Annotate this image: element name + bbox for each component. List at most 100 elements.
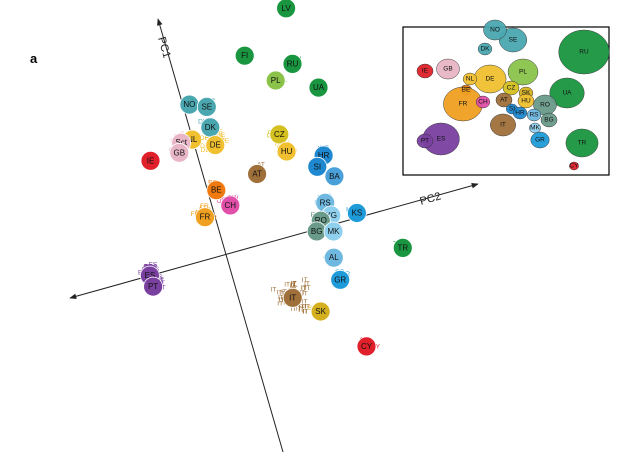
- inset-label-ie: IE: [422, 68, 429, 75]
- inset-map-labels: IE GB DK SE NO RU PL DE NL BE FR CH CZ SK AT HU UA RO BG ES…: [421, 27, 589, 170]
- inset-label-no: NO: [490, 27, 500, 34]
- inset-region-gb: [436, 58, 460, 80]
- population-center-de: DE: [205, 135, 226, 156]
- individual-point: IT: [304, 281, 310, 288]
- pc1-axis-line: [157, 18, 284, 453]
- individual-point: IT: [284, 282, 290, 289]
- inset-region-at: [495, 92, 513, 108]
- individual-point: DE: [201, 147, 211, 154]
- population-center-pl: PL: [265, 70, 286, 91]
- population-center-label: AT: [252, 170, 262, 179]
- population-center-label: LV: [281, 4, 291, 13]
- inset-region-ru: [558, 29, 610, 75]
- population-center-label: FR: [200, 213, 211, 222]
- inset-label-ru: RU: [579, 49, 589, 56]
- individual-point: IT: [296, 306, 302, 313]
- population-center-label: BA: [329, 172, 340, 181]
- inset-label-dk: DK: [480, 46, 490, 53]
- population-center-label: PT: [148, 282, 158, 291]
- panel-letter: a: [30, 51, 38, 66]
- population-center-label: UA: [313, 83, 325, 92]
- inset-label-sk: SK: [522, 90, 531, 97]
- individual-point: IT: [302, 299, 308, 306]
- population-center-se: SE: [196, 97, 217, 117]
- population-center-circle: [234, 45, 255, 66]
- population-center-label: SE: [201, 102, 212, 111]
- inset-label-gb: GB: [443, 66, 452, 73]
- population-center-label: HU: [281, 147, 293, 156]
- population-center-dk: DK: [200, 117, 221, 138]
- population-center-circle: [205, 135, 226, 156]
- individual-point: IT: [279, 291, 285, 298]
- inset-region-dk: [477, 42, 493, 56]
- population-center-label: BG: [311, 227, 323, 236]
- population-center-label: CY: [361, 342, 373, 351]
- population-center-circle: [282, 287, 303, 308]
- population-center-label: SI: [314, 162, 322, 171]
- inset-region-rs: [526, 108, 542, 122]
- population-center-label: DE: [210, 141, 221, 150]
- population-center-label: PL: [271, 76, 281, 85]
- population-center-fi: FI: [234, 45, 255, 66]
- population-center-ba: BA: [324, 166, 345, 187]
- individual-point: IT: [291, 281, 297, 288]
- population-center-label: NO: [183, 100, 195, 109]
- inset-region-it: [490, 113, 516, 137]
- population-center-circle: [276, 141, 297, 162]
- individual-point: DE: [200, 143, 210, 150]
- population-center-at: AT: [247, 164, 268, 184]
- inset-label-nl: NL: [466, 76, 475, 83]
- population-center-label: IT: [289, 293, 296, 302]
- population-center-circle: [356, 336, 377, 357]
- inset-label-gr: GR: [535, 137, 545, 144]
- individual-point: IT: [290, 283, 296, 290]
- population-center-label: RU: [287, 59, 299, 68]
- inset-label-it: IT: [500, 122, 506, 129]
- population-center-ie: IE: [140, 150, 161, 171]
- individual-point: FR: [200, 203, 209, 210]
- inset-region-hu: [517, 93, 535, 109]
- population-center-circle: [206, 180, 227, 201]
- population-center-pt: PT: [143, 276, 164, 297]
- population-center-al: AL: [323, 247, 344, 268]
- inset-label-es: ES: [437, 136, 446, 143]
- inset-region-gr: [530, 131, 550, 149]
- inset-region-ie: [416, 63, 434, 79]
- population-center-label: KS: [352, 209, 363, 218]
- inset-region-no: [483, 19, 507, 41]
- population-center-it: IT: [282, 287, 303, 308]
- population-center-label: RO: [315, 216, 327, 225]
- inset-region-bg: [540, 112, 558, 128]
- inset-region-ua: [549, 77, 585, 109]
- individual-point: IT: [279, 296, 285, 303]
- population-center-label: YG: [325, 211, 337, 220]
- individual-point: IT: [299, 304, 305, 311]
- population-center-circle: [308, 77, 329, 98]
- inset-region-se: [498, 27, 528, 53]
- inset-label-rs: RS: [529, 112, 539, 119]
- inset-label-ua: UA: [562, 90, 572, 97]
- individual-point: IT: [302, 277, 308, 284]
- population-center-circle: [269, 124, 290, 145]
- population-center-label: NL: [187, 135, 198, 144]
- inset-map: IE GB DK SE NO RU PL DE NL BE FR CH CZ SK AT HU UA RO BG ES…: [402, 19, 610, 176]
- inset-label-si: SI: [509, 106, 515, 113]
- population-center-cy: CY: [356, 336, 377, 357]
- inset-label-mk: MK: [530, 125, 540, 132]
- population-center-circle: [307, 156, 328, 177]
- population-center-gb: GB: [169, 142, 190, 163]
- inset-label-ch: CH: [478, 99, 488, 106]
- population-center-circle: [346, 203, 367, 223]
- population-center-label: CH: [225, 201, 237, 210]
- population-center-si: SI: [307, 156, 328, 177]
- individual-point: IT: [302, 309, 308, 316]
- population-center-tr: TR: [392, 237, 413, 258]
- individual-point: IT: [298, 307, 304, 314]
- individual-point: IT: [305, 285, 311, 292]
- population-center-label: RS: [320, 198, 331, 207]
- population-center-circle: [140, 150, 161, 171]
- individual-point: IT: [301, 286, 307, 293]
